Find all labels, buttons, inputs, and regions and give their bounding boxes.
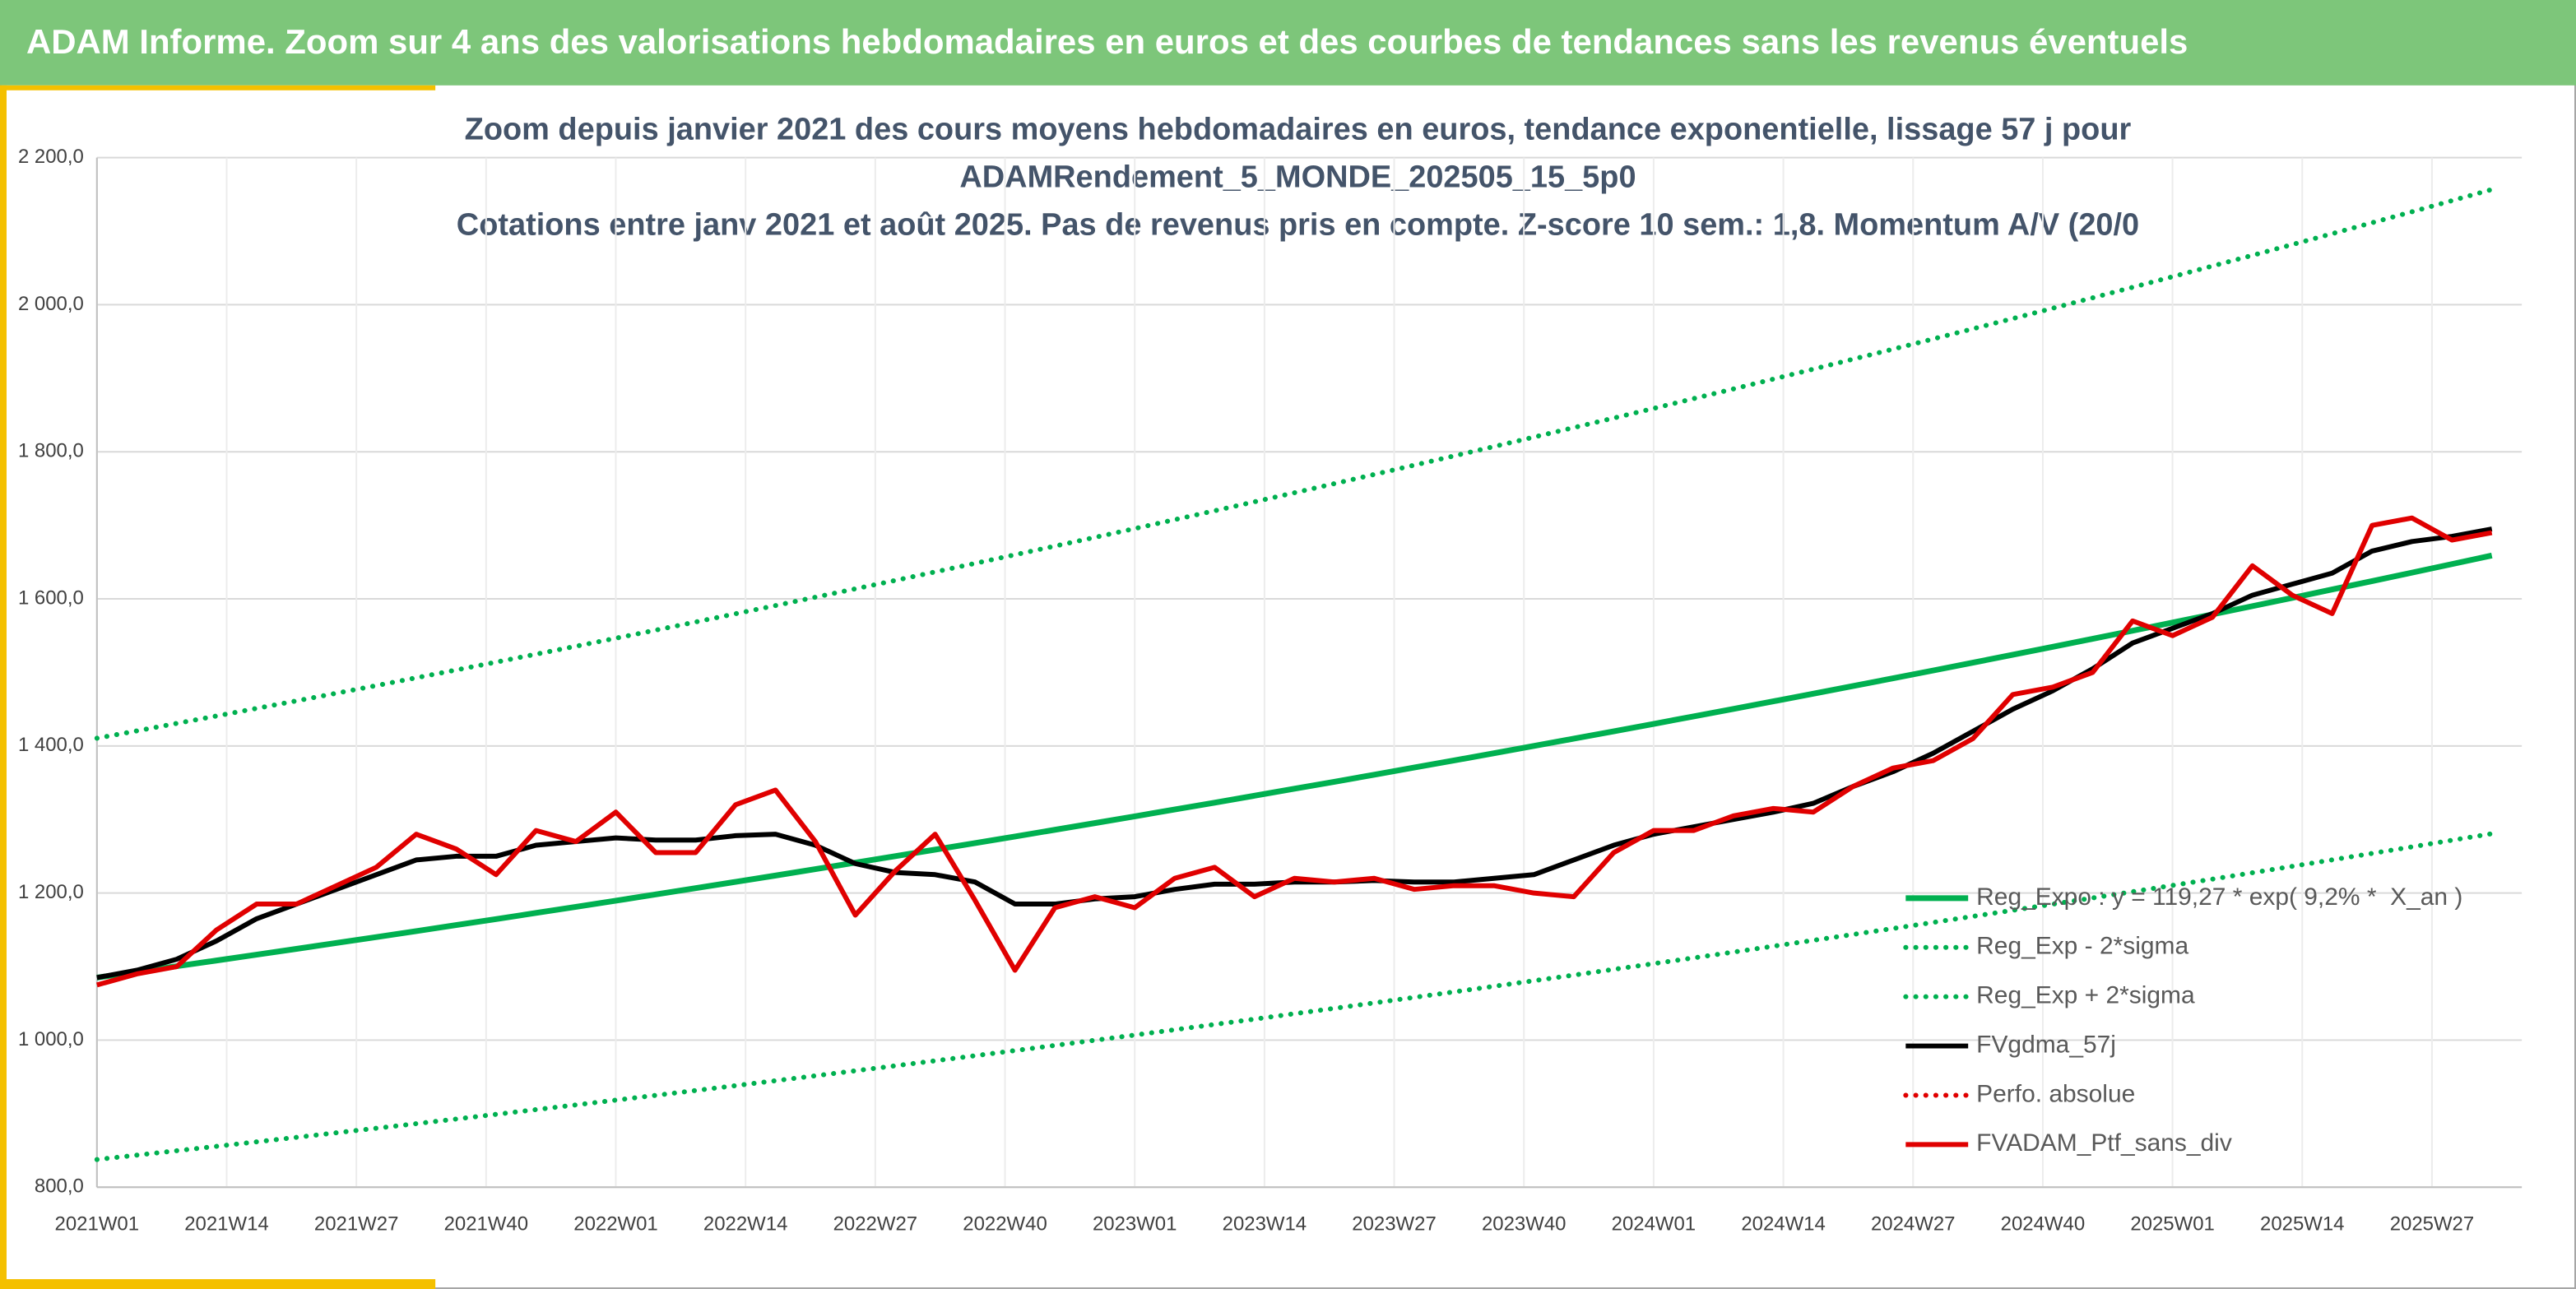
x-tick-label: 2024W27 bbox=[1871, 1212, 1956, 1235]
x-tick-label: 2022W40 bbox=[963, 1212, 1047, 1235]
series-line bbox=[96, 515, 2493, 988]
x-tick-label: 2023W40 bbox=[1482, 1212, 1566, 1235]
y-tick-label: 1 000,0 bbox=[18, 1028, 84, 1050]
y-tick-label: 1 600,0 bbox=[18, 587, 84, 609]
x-tick-label: 2024W14 bbox=[1741, 1212, 1826, 1235]
x-tick-label: 2022W01 bbox=[573, 1212, 658, 1235]
x-tick-label: 2023W14 bbox=[1223, 1212, 1307, 1235]
header-title: ADAM Informe. Zoom sur 4 ans des valoris… bbox=[26, 22, 2188, 61]
accent bbox=[0, 85, 7, 1289]
y-tick-label: 1 200,0 bbox=[18, 881, 84, 903]
legend-label: FVADAM_Ptf_sans_div bbox=[1976, 1129, 2232, 1157]
accent bbox=[0, 1279, 436, 1289]
header-band bbox=[0, 0, 2576, 86]
x-tick-label: 2024W01 bbox=[1612, 1212, 1696, 1235]
x-tick-label: 2025W01 bbox=[2130, 1212, 2215, 1235]
x-tick-label: 2023W27 bbox=[1352, 1212, 1437, 1235]
accent bbox=[0, 85, 436, 90]
legend-label: Reg_Expo : y = 119,27 * exp( 9,2% * X_an… bbox=[1976, 883, 2462, 911]
x-tick-label: 2024W40 bbox=[2001, 1212, 2086, 1235]
y-tick-label: 2 200,0 bbox=[18, 146, 84, 168]
chart-title: Cotations entre janv 2021 et août 2025. … bbox=[457, 207, 2139, 242]
x-tick-label: 2025W14 bbox=[2260, 1212, 2345, 1235]
x-tick-label: 2021W27 bbox=[314, 1212, 399, 1235]
x-tick-label: 2025W27 bbox=[2390, 1212, 2475, 1235]
x-tick-label: 2021W14 bbox=[184, 1212, 269, 1235]
x-tick-label: 2022W14 bbox=[703, 1212, 788, 1235]
x-tick-label: 2021W01 bbox=[55, 1212, 140, 1235]
chart-title: ADAMRendement_5_MONDE_202505_15_5p0 bbox=[959, 160, 1636, 195]
y-tick-label: 800,0 bbox=[35, 1175, 84, 1198]
chart-title: Zoom depuis janvier 2021 des cours moyen… bbox=[465, 113, 2132, 147]
legend-label: Reg_Exp + 2*sigma bbox=[1976, 982, 2195, 1009]
y-tick-label: 1 400,0 bbox=[18, 734, 84, 756]
series-line bbox=[94, 187, 2495, 741]
x-tick-label: 2023W01 bbox=[1093, 1212, 1177, 1235]
y-tick-label: 2 000,0 bbox=[18, 293, 84, 315]
x-tick-label: 2021W40 bbox=[444, 1212, 529, 1235]
series-line bbox=[94, 831, 2495, 1162]
x-tick-label: 2022W27 bbox=[833, 1212, 918, 1235]
series-line bbox=[96, 552, 2493, 981]
legend-label: Reg_Exp - 2*sigma bbox=[1976, 933, 2188, 960]
legend-label: FVgdma_57j bbox=[1976, 1031, 2116, 1058]
y-tick-label: 1 800,0 bbox=[18, 440, 84, 462]
legend-label: Perfo. absolue bbox=[1976, 1080, 2135, 1107]
